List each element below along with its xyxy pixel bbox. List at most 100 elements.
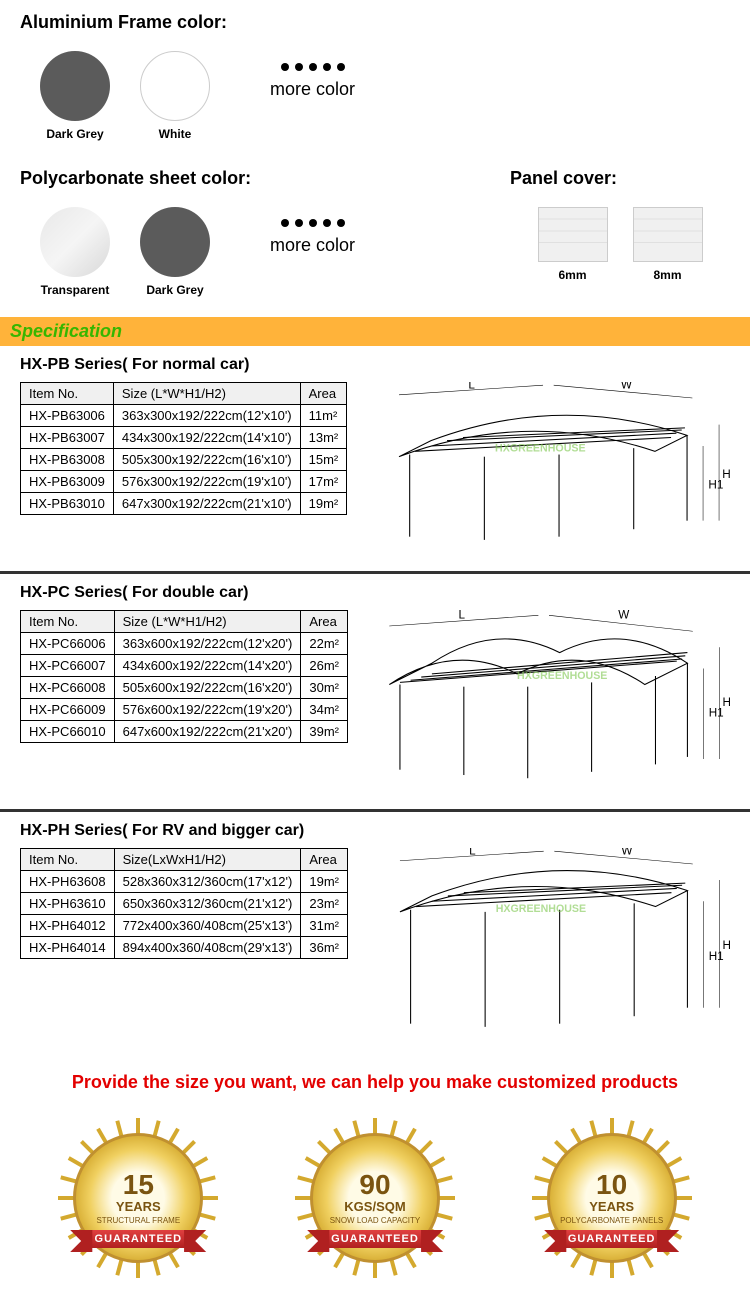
swatch-circle — [40, 51, 110, 121]
panel-image — [538, 207, 608, 262]
table-cell: 13m² — [300, 427, 347, 449]
table-row: HX-PC66009576x600x192/222cm(19'x20')34m² — [21, 698, 348, 720]
table-cell: 505x600x192/222cm(16'x20') — [114, 676, 301, 698]
table-cell: 647x600x192/222cm(21'x20') — [114, 720, 301, 742]
table-cell: HX-PC66009 — [21, 698, 115, 720]
table-cell: HX-PC66010 — [21, 720, 115, 742]
table-header: Item No. — [21, 848, 115, 870]
swatch-label: Dark Grey — [46, 127, 103, 141]
table-row: HX-PC66006363x600x192/222cm(12'x20')22m² — [21, 632, 348, 654]
svg-text:H1: H1 — [709, 949, 724, 962]
svg-text:HXGREENHOUSE: HXGREENHOUSE — [496, 903, 586, 915]
panel-label: 8mm — [653, 268, 681, 282]
table-header: Size (L*W*H1/H2) — [113, 383, 300, 405]
sheet-color-heading: Polycarbonate sheet color: — [0, 156, 490, 197]
custom-products-text: Provide the size you want, we can help y… — [0, 1057, 750, 1108]
badge-unit: YEARS — [560, 1199, 663, 1214]
svg-text:HXGREENHOUSE: HXGREENHOUSE — [495, 442, 586, 454]
table-cell: 36m² — [301, 936, 348, 958]
table-cell: 19m² — [301, 870, 348, 892]
sheet-color-row: Transparent Dark Grey more color — [0, 197, 490, 312]
table-row: HX-PB63007434x300x192/222cm(14'x10')13m² — [21, 427, 347, 449]
badge-subtitle: Snow load capacity — [330, 1216, 421, 1225]
svg-text:L: L — [469, 382, 476, 391]
table-row: HX-PH63608528x360x312/360cm(17'x12')19m² — [21, 870, 348, 892]
svg-text:W: W — [621, 848, 632, 857]
table-row: HX-PH64014894x400x360/408cm(29'x13')36m² — [21, 936, 348, 958]
badge-ribbon: GUARANTEED — [85, 1230, 193, 1248]
badge-subtitle: Polycarbonate Panels — [560, 1216, 663, 1225]
svg-text:H1: H1 — [709, 706, 724, 719]
carport-diagram: L W H1 H2 HXGREENHOUSE — [367, 382, 730, 556]
spec-table: Item No.Size (L*W*H1/H2)AreaHX-PB6300636… — [20, 382, 347, 515]
more-color-label: more color — [270, 79, 355, 100]
spec-table: Item No.Size(LxWxH1/H2)AreaHX-PH63608528… — [20, 848, 348, 959]
badge-ribbon: GUARANTEED — [558, 1230, 666, 1248]
table-cell: 363x600x192/222cm(12'x20') — [114, 632, 301, 654]
badge-unit: KGS/SQM — [330, 1199, 421, 1214]
table-row: HX-PH64012772x400x360/408cm(25'x13')31m² — [21, 914, 348, 936]
series-block: HX-PC Series( For double car) Item No.Siz… — [0, 574, 750, 812]
table-cell: HX-PB63010 — [21, 493, 114, 515]
table-cell: HX-PC66007 — [21, 654, 115, 676]
series-block: HX-PH Series( For RV and bigger car) Item… — [0, 812, 750, 1058]
panel-cover-heading: Panel cover: — [490, 156, 750, 197]
table-cell: 576x600x192/222cm(19'x20') — [114, 698, 301, 720]
badge-ribbon: GUARANTEED — [321, 1230, 429, 1248]
table-cell: 363x300x192/222cm(12'x10') — [113, 405, 300, 427]
table-cell: HX-PB63007 — [21, 427, 114, 449]
series-title: HX-PH Series( For RV and bigger car) — [20, 822, 730, 840]
svg-text:H1: H1 — [709, 479, 724, 492]
table-row: HX-PB63010647x300x192/222cm(21'x10')19m² — [21, 493, 347, 515]
sheet-swatch-transparent: Transparent — [40, 207, 110, 297]
guarantee-badge: 90 KGS/SQM Snow load capacity GUARANTEED — [295, 1118, 455, 1278]
table-cell: 528x360x312/360cm(17'x12') — [114, 870, 301, 892]
table-row: HX-PC66008505x600x192/222cm(16'x20')30m² — [21, 676, 348, 698]
frame-swatch-dark-grey: Dark Grey — [40, 51, 110, 141]
svg-text:L: L — [458, 610, 465, 622]
badge-number: 10 — [560, 1171, 663, 1199]
table-cell: HX-PB63009 — [21, 471, 114, 493]
table-header: Item No. — [21, 610, 115, 632]
badge-number: 90 — [330, 1171, 421, 1199]
carport-diagram: L W H1 H2 HXGREENHOUSE — [368, 848, 730, 1043]
table-row: HX-PC66010647x600x192/222cm(21'x20')39m² — [21, 720, 348, 742]
table-cell: 505x300x192/222cm(16'x10') — [113, 449, 300, 471]
table-cell: 11m² — [300, 405, 347, 427]
badge-number: 15 — [96, 1171, 180, 1199]
table-cell: 647x300x192/222cm(21'x10') — [113, 493, 300, 515]
guarantee-badges: 15 YEARS STRUCTURAL FRAME GUARANTEED 90 … — [0, 1108, 750, 1308]
table-row: HX-PB63009576x300x192/222cm(19'x10')17m² — [21, 471, 347, 493]
panel-cover-row: 6mm 8mm — [490, 197, 750, 297]
table-cell: 17m² — [300, 471, 347, 493]
series-block: HX-PB Series( For normal car)Item No.Siz… — [0, 346, 750, 574]
panel-6mm: 6mm — [538, 207, 608, 282]
guarantee-badge: 10 YEARS Polycarbonate Panels GUARANTEED — [532, 1118, 692, 1278]
table-cell: 39m² — [301, 720, 348, 742]
more-color-label: more color — [270, 235, 355, 256]
table-cell: HX-PB63008 — [21, 449, 114, 471]
svg-text:HXGREENHOUSE: HXGREENHOUSE — [517, 670, 607, 682]
swatch-circle — [40, 207, 110, 277]
badge-subtitle: STRUCTURAL FRAME — [96, 1216, 180, 1225]
table-cell: 30m² — [301, 676, 348, 698]
table-cell: 22m² — [301, 632, 348, 654]
svg-text:H2: H2 — [723, 468, 730, 481]
svg-text:W: W — [618, 610, 629, 622]
table-header: Item No. — [21, 383, 114, 405]
spec-table: Item No.Size (L*W*H1/H2)AreaHX-PC6600636… — [20, 610, 348, 743]
frame-swatch-white: White — [140, 51, 210, 141]
table-cell: 434x300x192/222cm(14'x10') — [113, 427, 300, 449]
series-title: HX-PC Series( For double car) — [20, 584, 730, 602]
guarantee-badge: 15 YEARS STRUCTURAL FRAME GUARANTEED — [58, 1118, 218, 1278]
swatch-circle — [140, 51, 210, 121]
table-header: Area — [300, 383, 347, 405]
badge-unit: YEARS — [96, 1199, 180, 1214]
specification-heading: Specification — [0, 317, 750, 346]
table-cell: 576x300x192/222cm(19'x10') — [113, 471, 300, 493]
carport-diagram: L W H1 H2 HXGREENHOUSE — [368, 610, 730, 794]
table-cell: 15m² — [300, 449, 347, 471]
table-cell: 23m² — [301, 892, 348, 914]
swatch-label: Transparent — [41, 283, 110, 297]
svg-text:L: L — [469, 848, 476, 857]
